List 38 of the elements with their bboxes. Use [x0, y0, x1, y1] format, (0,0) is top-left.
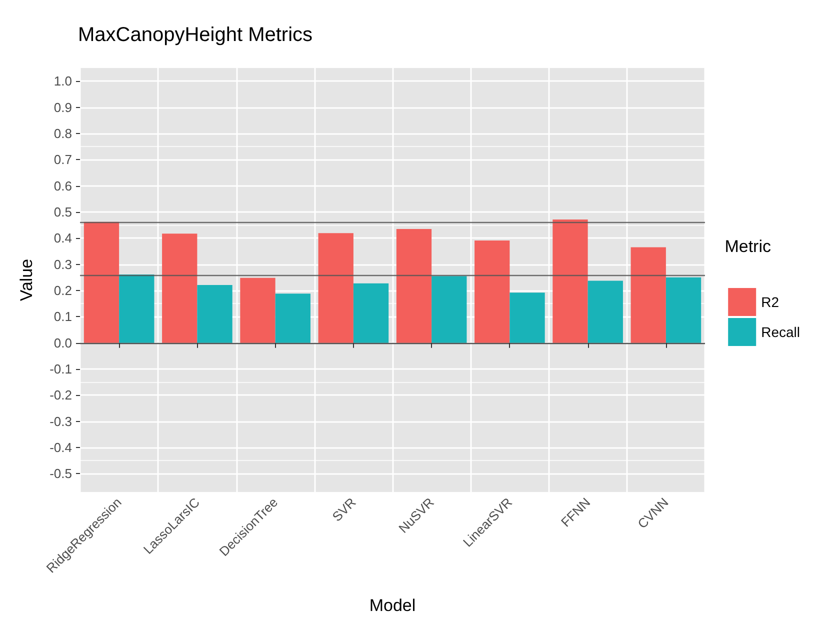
legend-label: R2 [761, 294, 780, 310]
y-tick-label: -0.4 [50, 440, 72, 456]
bar [119, 274, 154, 343]
y-tick-label: 0.2 [54, 282, 72, 298]
y-tick-label: 0.4 [54, 230, 72, 246]
y-tick-label: 0.7 [54, 152, 72, 168]
y-tick-label: -0.1 [50, 361, 72, 376]
bar [318, 233, 354, 343]
bar [630, 247, 666, 343]
bar [396, 228, 432, 343]
bar [552, 220, 588, 343]
bar [666, 277, 702, 343]
chart-title: MaxCanopyHeight Metrics [78, 24, 313, 46]
bar [84, 222, 120, 343]
bar [474, 240, 510, 343]
y-tick-label: 0.1 [54, 309, 72, 324]
bar [275, 294, 310, 343]
y-tick-label: -0.2 [50, 388, 72, 403]
x-axis-title: Model [369, 596, 416, 615]
bar [197, 284, 232, 343]
y-tick-label: 0.8 [54, 126, 72, 141]
bar [162, 234, 198, 343]
y-tick-label: 1.0 [54, 74, 72, 89]
bar [240, 278, 276, 343]
bar [510, 292, 545, 343]
y-tick-label: -0.3 [50, 414, 72, 429]
y-tick-label: -0.5 [50, 466, 72, 482]
y-tick-label: 0.6 [54, 178, 72, 194]
y-axis-title: Value [17, 258, 36, 302]
bar [432, 276, 467, 343]
y-tick-label: 0.3 [54, 256, 72, 272]
y-tick-label: 0.5 [54, 204, 72, 220]
bar [588, 280, 623, 343]
y-tick-label: 0.0 [54, 335, 72, 350]
legend-title: Metric [724, 237, 772, 256]
y-tick-label: 0.9 [54, 100, 72, 115]
legend-label: Recall [761, 324, 800, 340]
bar [353, 283, 389, 343]
